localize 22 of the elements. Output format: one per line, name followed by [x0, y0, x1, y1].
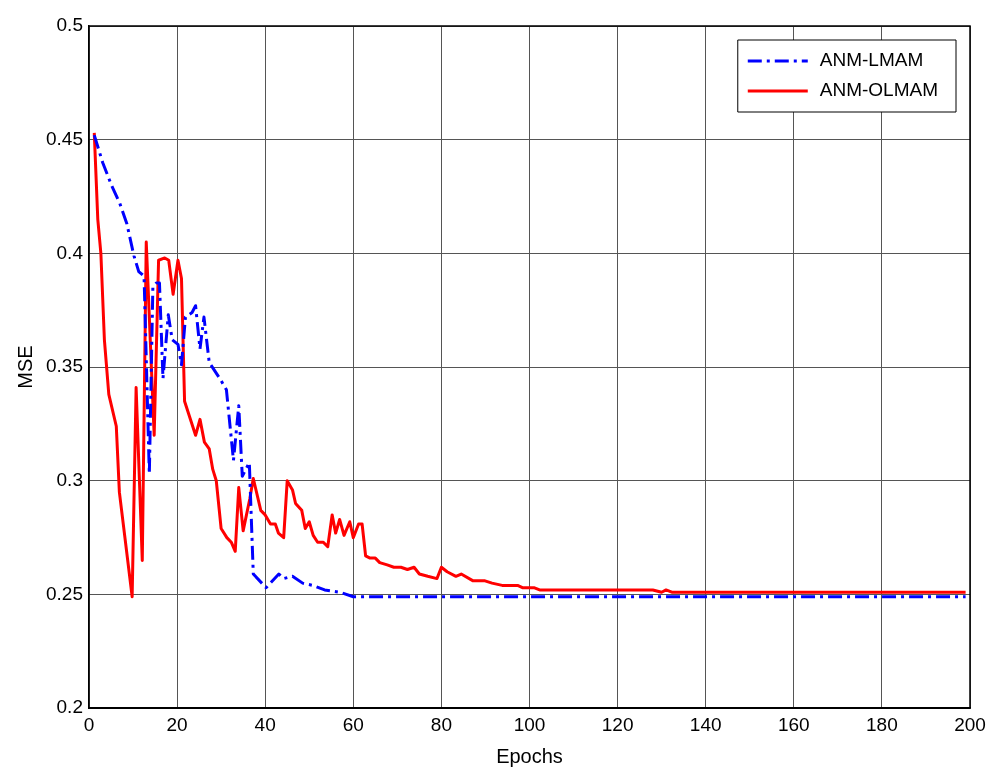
- legend-label: ANM-LMAM: [819, 49, 924, 71]
- y-tick-label: 0.3: [56, 469, 83, 491]
- x-tick-label: 0: [83, 713, 95, 735]
- x-tick-label: 80: [430, 713, 452, 735]
- y-axis-title: MSE: [13, 345, 36, 389]
- legend-label: ANM-OLMAM: [819, 79, 939, 101]
- y-tick-label: 0.4: [56, 241, 84, 263]
- y-tick-label: 0.2: [56, 696, 83, 718]
- x-tick-label: 140: [689, 713, 722, 735]
- x-tick-label: 40: [254, 713, 276, 735]
- y-tick-label: 0.35: [46, 355, 83, 377]
- x-tick-label: 180: [866, 713, 898, 735]
- x-tick-label: 160: [777, 713, 810, 735]
- x-tick-label: 20: [166, 713, 188, 735]
- x-axis-title: Epochs: [496, 744, 563, 767]
- y-tick-label: 0.45: [46, 127, 83, 149]
- y-tick-label: 0.5: [56, 14, 83, 36]
- x-tick-label: 100: [513, 713, 546, 735]
- x-tick-label: 200: [954, 713, 986, 735]
- y-tick-label: 0.25: [46, 582, 83, 604]
- x-tick-label: 60: [342, 713, 364, 735]
- x-tick-label: 120: [601, 713, 634, 735]
